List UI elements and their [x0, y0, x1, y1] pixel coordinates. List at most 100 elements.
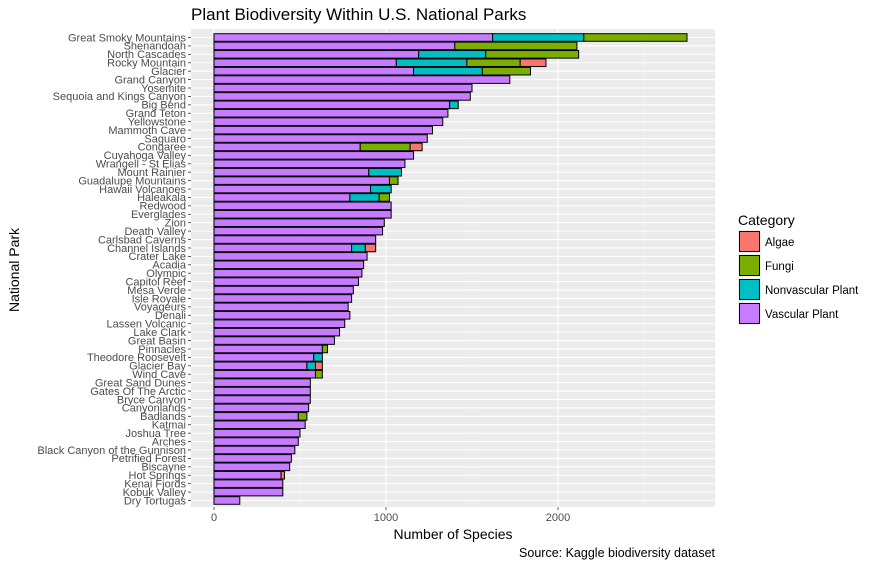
bar-nonvascular-plant	[351, 243, 366, 253]
bar-nonvascular-plant	[492, 33, 585, 42]
y-tick-label: Mount Rainier	[118, 167, 187, 179]
y-tick-label: Capitol Reef	[125, 276, 186, 288]
bar-algae	[409, 142, 423, 152]
bar-vascular-plant	[213, 487, 284, 497]
y-tick-label: Kenai Fjords	[124, 478, 186, 490]
bar-fungi	[378, 193, 390, 202]
y-tick-label: Lake Clark	[133, 327, 186, 339]
bar-nonvascular-plant	[413, 66, 483, 76]
bar-vascular-plant	[213, 403, 310, 413]
y-axis-title: National Park	[6, 227, 22, 312]
y-tick-label: Glacier Bay	[129, 361, 186, 373]
bar-vascular-plant	[213, 100, 451, 110]
bar-fungi	[314, 369, 323, 379]
bar-vascular-plant	[213, 58, 397, 68]
bar-vascular-plant	[213, 184, 372, 194]
x-tick-label: 0	[211, 512, 217, 524]
legend-label: Fungi	[765, 261, 794, 273]
bar-vascular-plant	[213, 437, 299, 446]
y-tick-label: Badlands	[140, 411, 186, 423]
bar-vascular-plant	[213, 134, 428, 143]
legend: Category Algae Fungi Nonvascular Plant Vasc…	[738, 212, 859, 325]
y-tick-label: Hawaii Volcanoes	[99, 184, 186, 196]
y-tick-label: Guadalupe Mountains	[78, 175, 186, 187]
legend-swatch	[739, 231, 760, 252]
y-tick-label: Big Bend	[141, 100, 186, 112]
bar-vascular-plant	[213, 151, 415, 160]
bar-vascular-plant	[213, 386, 311, 396]
bars	[213, 33, 688, 505]
bar-fungi	[359, 142, 411, 152]
bar-vascular-plant	[213, 260, 365, 270]
bar-vascular-plant	[213, 445, 296, 455]
y-tick-label: Wrangell - St Elias	[96, 159, 187, 171]
y-tick-label: Arches	[152, 436, 187, 448]
y-tick-label: Yosemite	[141, 83, 186, 95]
bar-nonvascular-plant	[418, 50, 487, 59]
y-tick-label: Theodore Roosevelt	[87, 352, 186, 364]
legend-swatch	[739, 303, 760, 324]
bar-nonvascular-plant	[395, 58, 468, 68]
bar-vascular-plant	[213, 285, 354, 295]
y-tick-label: Saguaro	[144, 133, 186, 145]
bar-fungi	[583, 33, 688, 42]
bar-vascular-plant	[213, 218, 385, 227]
y-tick-label: Voyageurs	[134, 302, 186, 314]
bar-nonvascular-plant	[349, 193, 380, 202]
y-tick-label: Joshua Tree	[125, 428, 186, 440]
legend-swatch	[739, 279, 760, 300]
chart-title: Plant Biodiversity Within U.S. National …	[191, 5, 526, 24]
bar-vascular-plant	[213, 369, 316, 379]
bar-algae	[364, 243, 377, 253]
y-tick-label: Olympic	[146, 268, 186, 280]
bar-vascular-plant	[213, 33, 494, 42]
y-tick-label: Isle Royale	[132, 293, 186, 305]
y-tick-label: Everglades	[131, 209, 187, 221]
bar-nonvascular-plant	[370, 184, 392, 194]
y-tick-label: Great Smoky Mountains	[68, 32, 186, 44]
bar-vascular-plant	[213, 209, 392, 219]
bar-vascular-plant	[213, 75, 511, 84]
bar-vascular-plant	[213, 277, 359, 286]
y-tick-label: Zion	[165, 218, 186, 230]
y-tick-label: Grand Canyon	[114, 74, 186, 86]
y-tick-label: Congaree	[138, 142, 186, 154]
bar-fungi	[454, 41, 578, 51]
bar-algae	[519, 58, 547, 68]
bar-vascular-plant	[213, 428, 301, 438]
bar-vascular-plant	[213, 294, 353, 303]
y-tick-label: Grand Teton	[126, 108, 186, 120]
y-tick-label: Death Valley	[124, 226, 186, 238]
bar-vascular-plant	[213, 167, 370, 177]
bar-vascular-plant	[213, 344, 323, 354]
bar-fungi	[388, 176, 399, 185]
y-tick-label: Redwood	[140, 201, 186, 213]
bar-vascular-plant	[213, 353, 315, 362]
x-tick-labels: 0 1000 2000	[211, 507, 570, 524]
bar-vascular-plant	[213, 252, 368, 261]
x-axis-title: Number of Species	[393, 526, 512, 542]
chart-caption: Source: Kaggle biodiversity dataset	[519, 546, 715, 560]
bar-vascular-plant	[213, 108, 449, 118]
y-tick-label: North Cascades	[107, 49, 186, 61]
y-tick-label: Black Canyon of the Gunnison	[37, 445, 186, 457]
y-tick-label: Haleakala	[137, 192, 187, 204]
bar-vascular-plant	[213, 462, 291, 472]
y-tick-label: Acadia	[152, 260, 187, 272]
y-tick-label: Bryce Canyon	[117, 394, 186, 406]
legend-label: Algae	[765, 237, 794, 249]
bar-algae	[314, 361, 323, 371]
bar-vascular-plant	[213, 41, 456, 51]
y-tick-label: Shenandoah	[124, 41, 186, 53]
bar-vascular-plant	[213, 395, 311, 404]
bar-vascular-plant	[213, 125, 433, 135]
bar-vascular-plant	[213, 420, 306, 430]
y-tick-label: Lassen Volcanic	[107, 319, 187, 331]
y-tick-label: Gates Of The Arctic	[90, 386, 186, 398]
bar-fungi	[481, 66, 531, 76]
bar-vascular-plant	[213, 117, 444, 126]
y-tick-label: Canyonlands	[122, 403, 187, 415]
y-tick-label: Sequoia and Kings Canyon	[53, 91, 186, 103]
